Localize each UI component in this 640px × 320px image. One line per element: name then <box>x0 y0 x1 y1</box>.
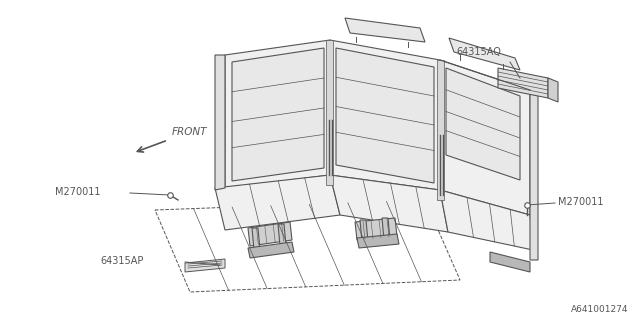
Polygon shape <box>225 40 330 188</box>
Polygon shape <box>437 60 444 200</box>
Polygon shape <box>330 40 440 190</box>
Polygon shape <box>252 228 260 250</box>
Polygon shape <box>326 40 333 185</box>
Polygon shape <box>330 175 448 232</box>
Polygon shape <box>355 218 397 240</box>
Polygon shape <box>215 175 340 230</box>
Polygon shape <box>278 224 286 246</box>
Polygon shape <box>382 218 390 240</box>
Polygon shape <box>357 234 399 248</box>
Polygon shape <box>498 68 548 98</box>
Polygon shape <box>248 242 294 258</box>
Text: M270011: M270011 <box>558 197 604 207</box>
Text: 64315AP: 64315AP <box>100 256 143 266</box>
Polygon shape <box>360 220 368 242</box>
Polygon shape <box>530 90 538 260</box>
Polygon shape <box>336 48 434 183</box>
Polygon shape <box>248 222 292 246</box>
Polygon shape <box>345 18 425 42</box>
Text: FRONT: FRONT <box>172 127 207 137</box>
Polygon shape <box>215 55 225 190</box>
Text: M270011: M270011 <box>55 187 100 197</box>
Polygon shape <box>490 252 530 272</box>
Polygon shape <box>548 78 558 102</box>
Polygon shape <box>446 68 520 180</box>
Polygon shape <box>185 259 225 272</box>
Polygon shape <box>155 200 460 292</box>
Polygon shape <box>440 60 530 215</box>
Polygon shape <box>449 38 520 70</box>
Text: 64315AQ: 64315AQ <box>456 47 501 57</box>
Polygon shape <box>440 190 533 250</box>
Text: A641001274: A641001274 <box>570 305 628 314</box>
Polygon shape <box>232 48 324 181</box>
